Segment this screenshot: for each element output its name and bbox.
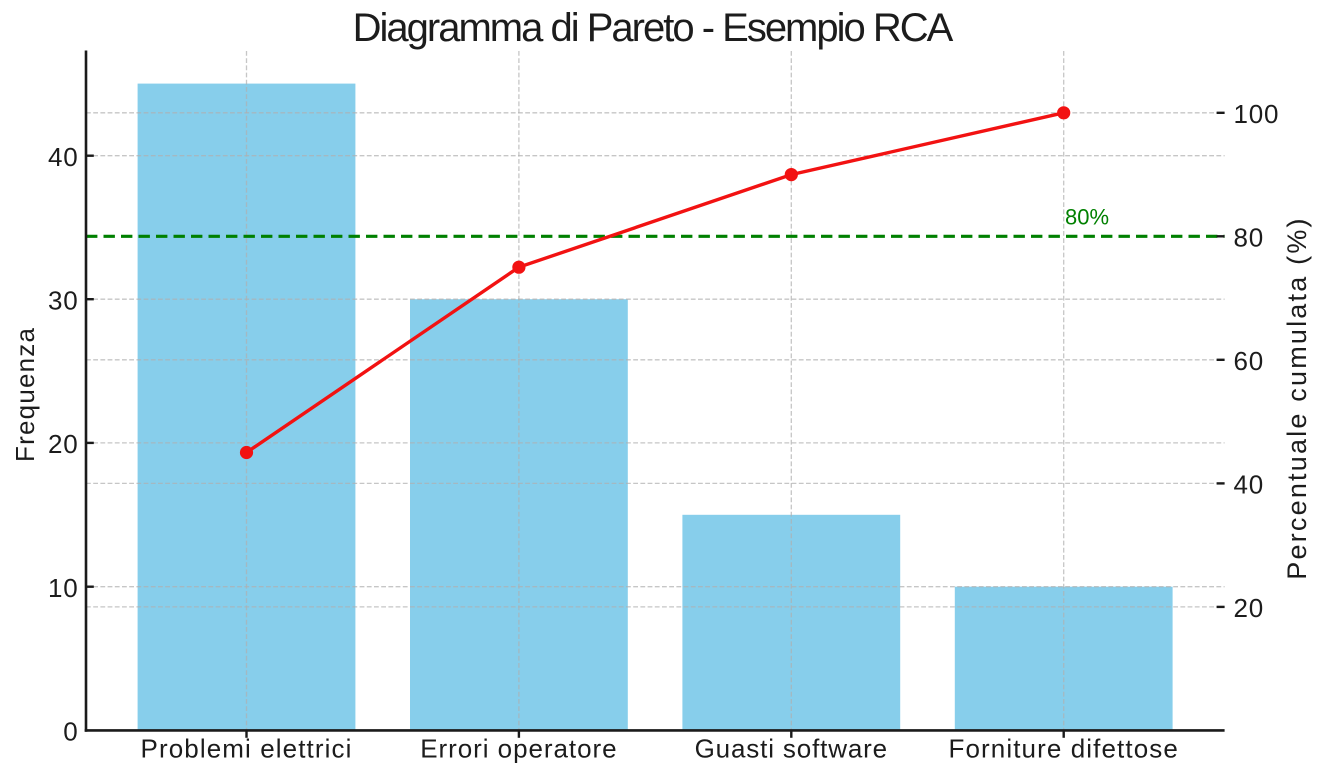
svg-text:60: 60 [1234,346,1265,376]
svg-text:0: 0 [63,717,78,747]
svg-text:Guasti software: Guasti software [695,734,888,764]
svg-text:100: 100 [1234,99,1280,129]
svg-text:80: 80 [1234,223,1265,253]
svg-text:Frequenza: Frequenza [10,327,40,462]
svg-text:20: 20 [48,429,79,459]
svg-text:40: 40 [48,142,79,172]
svg-text:10: 10 [48,573,79,603]
svg-text:Diagramma di Pareto - Esempio: Diagramma di Pareto - Esempio RCA [353,6,954,50]
svg-text:40: 40 [1234,470,1265,500]
svg-text:20: 20 [1234,593,1265,623]
svg-text:Problemi elettrici: Problemi elettrici [141,734,353,764]
svg-text:Percentuale cumulata (%): Percentuale cumulata (%) [1282,216,1312,579]
svg-text:30: 30 [48,286,79,316]
svg-text:Errori operatore: Errori operatore [420,734,617,764]
svg-text:80%: 80% [1065,205,1109,230]
svg-text:Forniture difettose: Forniture difettose [948,734,1178,764]
